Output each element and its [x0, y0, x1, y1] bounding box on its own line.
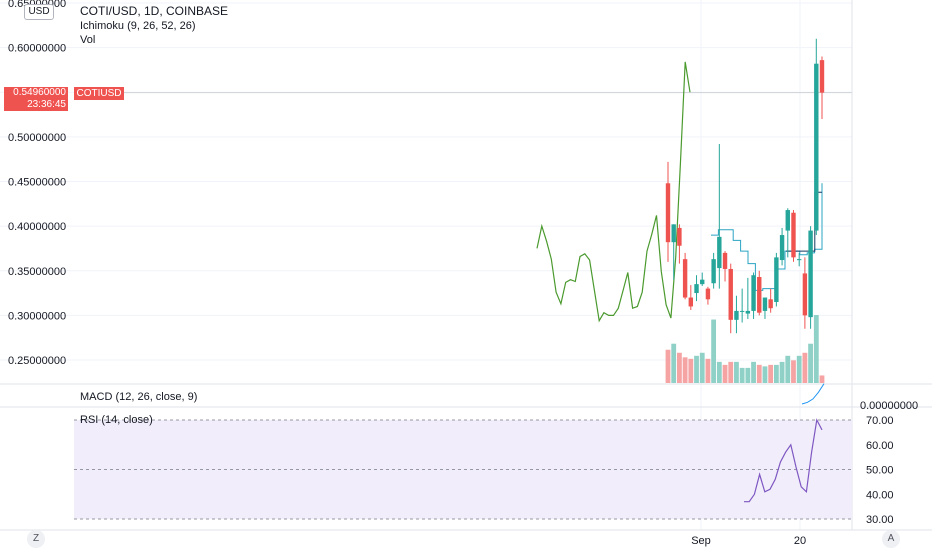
volume-bar: [808, 343, 813, 383]
volume-bar: [711, 319, 717, 383]
price-axis[interactable]: 0.25000000 0.30000000 0.35000000 0.40000000…: [8, 0, 66, 367]
volume-bar: [751, 361, 756, 383]
volume-bar: [694, 355, 699, 383]
candle-body: [785, 210, 790, 231]
candle-body: [819, 60, 825, 93]
time-label-20: 20: [794, 535, 806, 547]
volume-bar: [677, 352, 682, 383]
symbol-price-badge: COTIUSD: [74, 87, 124, 100]
volume-bar: [813, 315, 819, 383]
price-tick-label: 0.50000000: [8, 132, 66, 144]
price-grid: [0, 0, 852, 530]
candle-body: [814, 63, 819, 231]
candle-body: [705, 288, 711, 300]
volume-bar: [705, 358, 711, 383]
z-label: Z: [32, 533, 40, 544]
volume-bar: [722, 364, 728, 383]
rsi-legend[interactable]: RSI (14, close): [80, 414, 153, 426]
candle-body: [808, 230, 813, 318]
volume-bars: [665, 315, 825, 383]
ichimoku-lines: [536, 61, 823, 323]
volume-bar: [785, 355, 791, 383]
macd-pane: 0.00000000: [801, 383, 918, 412]
volume-bar: [768, 364, 774, 383]
candle-body: [791, 212, 796, 258]
volume-bar: [739, 367, 745, 383]
volume-bar: [728, 361, 734, 383]
rsi-line: [744, 418, 823, 503]
volume-bar: [671, 343, 677, 383]
volume-bar: [773, 364, 779, 383]
volume-bar: [745, 367, 751, 383]
price-tick-label: 0.25000000: [8, 355, 66, 367]
volume-legend[interactable]: Vol: [80, 34, 95, 46]
volume-bar: [791, 360, 796, 383]
price-tick-label: 0.30000000: [8, 310, 66, 322]
price-tick-label: 0.40000000: [8, 221, 66, 233]
volume-bar: [802, 352, 808, 383]
rsi-tick-label: 30.00: [866, 514, 894, 526]
rsi-tick-label: 40.00: [866, 489, 894, 501]
countdown-timer: 23:36:45: [27, 99, 66, 110]
auto-scale-z-button[interactable]: Z: [27, 530, 45, 548]
macd-tick-label: 0.00000000: [860, 400, 918, 412]
last-price-badge: 0.54960000 23:36:45: [4, 87, 68, 111]
candle-body: [762, 297, 768, 311]
rsi-pane: 70.00 60.00 50.00 40.00 30.00: [74, 415, 894, 526]
candle-body: [711, 259, 716, 284]
candle-body: [768, 299, 773, 309]
currency-badge[interactable]: USD: [24, 4, 54, 20]
volume-bar: [734, 361, 739, 383]
candle-body: [671, 224, 676, 243]
candle-body: [774, 257, 779, 302]
volume-bar: [682, 357, 688, 383]
rsi-tick-label: 70.00: [866, 415, 894, 427]
candle-body: [728, 268, 733, 320]
price-tick-label: 0.45000000: [8, 177, 66, 189]
conversion-line: [711, 183, 823, 291]
lagging-span-line: [536, 61, 691, 323]
ichimoku-legend[interactable]: Ichimoku (9, 26, 52, 26): [80, 20, 196, 32]
candle-body: [677, 227, 682, 246]
candle-body: [694, 284, 699, 294]
candles: [665, 38, 825, 334]
volume-bar: [688, 358, 694, 383]
rsi-tick-label: 60.00: [866, 440, 894, 452]
candle-body: [802, 273, 808, 316]
candle-body: [779, 235, 785, 261]
candle-body: [734, 310, 739, 320]
a-label: A: [887, 533, 895, 544]
volume-bar: [756, 364, 762, 383]
volume-bar: [699, 352, 705, 383]
symbol-badge-label: COTIUSD: [76, 88, 122, 99]
candle-body: [717, 236, 722, 269]
volume-bar: [779, 361, 785, 383]
volume-bar: [762, 366, 768, 383]
price-tick-label: 0.35000000: [8, 266, 66, 278]
candle-body: [796, 259, 802, 261]
candle-body: [665, 183, 671, 243]
auto-scale-a-button[interactable]: A: [882, 530, 900, 548]
currency-label: USD: [28, 6, 50, 17]
candle-body: [682, 259, 688, 298]
time-label-sep: Sep: [691, 535, 711, 547]
candle-body: [751, 275, 756, 311]
volume-bar: [796, 355, 802, 383]
candle-body: [688, 297, 694, 307]
symbol-title[interactable]: COTI/USD, 1D, COINBASE: [80, 4, 228, 18]
last-price-value: 0.54960000: [13, 87, 66, 98]
candle-body: [745, 310, 751, 314]
rsi-tick-label: 50.00: [866, 465, 894, 477]
volume-bar: [665, 349, 671, 383]
candle-body: [757, 276, 762, 313]
macd-legend[interactable]: MACD (12, 26, close, 9): [80, 391, 197, 403]
candle-body: [739, 310, 745, 312]
macd-line: [801, 383, 825, 405]
volume-bar: [716, 361, 722, 383]
volume-bar: [819, 375, 825, 383]
candle-body: [722, 252, 728, 269]
price-tick-label: 0.60000000: [8, 43, 66, 55]
candle-body: [700, 279, 705, 285]
